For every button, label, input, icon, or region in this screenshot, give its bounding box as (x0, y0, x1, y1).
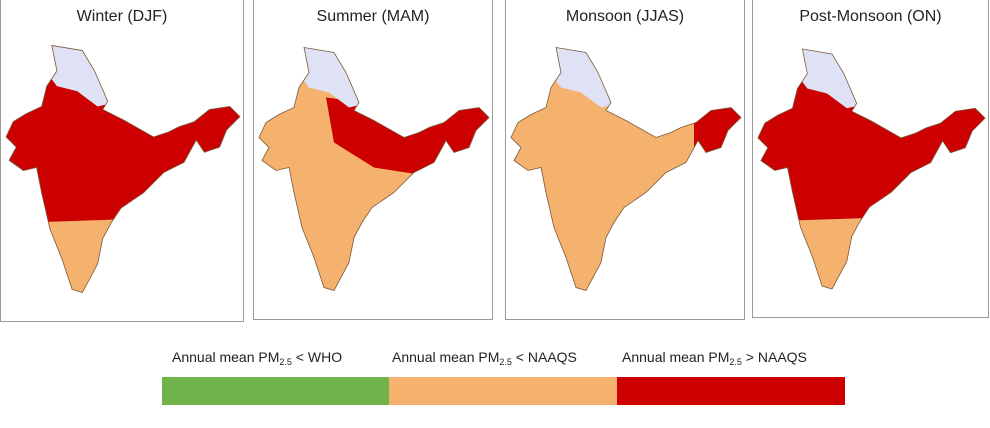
panel-title: Post-Monsoon (ON) (799, 8, 942, 25)
india-outline (510, 47, 742, 291)
panel-title: Monsoon (JJAS) (565, 8, 685, 25)
region-deccan (511, 182, 741, 223)
legend-label-below-who: Annual mean PM2.5 < WHO (172, 349, 343, 367)
panel-title: Summer (MAM) (316, 8, 430, 25)
region-tip (259, 214, 489, 291)
india-map (258, 47, 490, 291)
region-ne (938, 93, 986, 163)
map-panel-summer: Summer (MAM) (253, 0, 493, 320)
india-map (5, 44, 241, 293)
legend-swatch-above-naaqs (617, 377, 845, 405)
india-outline (5, 44, 241, 293)
india-map (757, 48, 986, 290)
region-tip (757, 213, 986, 289)
region-kashmir (792, 49, 860, 109)
legend-swatch-below-who (162, 377, 389, 405)
india-outline (757, 48, 986, 290)
panel-title: Winter (DJF) (76, 8, 168, 25)
map-panel-post-monsoon: Post-Monsoon (ON) (752, 0, 989, 318)
region-deccan (259, 182, 489, 223)
legend-swatch-below-naaqs (389, 377, 617, 405)
region-ne (192, 91, 240, 163)
region-tip (511, 214, 741, 291)
region-deccan (6, 182, 240, 224)
india-outline (258, 47, 490, 291)
legend-label-above-naaqs: Annual mean PM2.5 > NAAQS (622, 349, 807, 367)
region-kashmir (294, 47, 362, 108)
region-kashmir (41, 45, 111, 107)
region-deccan (757, 182, 986, 222)
map-panel-monsoon: Monsoon (JJAS) (505, 0, 745, 320)
region-tip (6, 215, 240, 293)
region-ne (442, 92, 489, 163)
legend-label-below-naaqs: Annual mean PM2.5 < NAAQS (392, 349, 577, 367)
region-kashmir (546, 47, 614, 108)
region-ne (694, 92, 741, 163)
india-map (510, 47, 742, 291)
map-panel-winter: Winter (DJF) (0, 0, 244, 322)
